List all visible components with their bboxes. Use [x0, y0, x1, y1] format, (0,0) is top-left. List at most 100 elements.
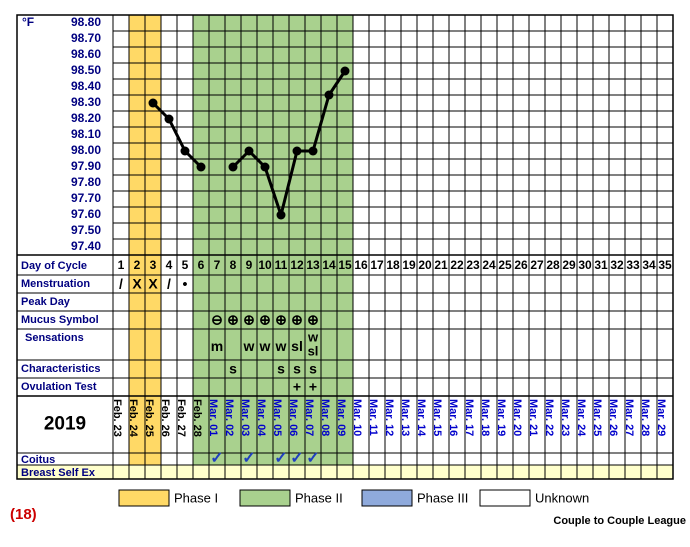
legend-label: Phase III: [417, 490, 468, 505]
day-number: 25: [498, 258, 512, 272]
day-number: 29: [562, 258, 576, 272]
date: Mar. 23: [559, 399, 571, 436]
date: Feb. 27: [175, 399, 187, 437]
day-number: 11: [275, 258, 288, 272]
date: Mar. 14: [415, 399, 427, 437]
day-number: 24: [482, 258, 496, 272]
y-tick-label: 98.00: [71, 143, 101, 157]
temperature-point: [324, 90, 334, 100]
y-tick-label: 98.30: [71, 95, 101, 109]
row-label: Mucus Symbol: [21, 314, 99, 326]
y-tick-label: 98.60: [71, 47, 101, 61]
chart-number: (18): [10, 506, 37, 523]
date: Mar. 19: [495, 399, 507, 436]
cell-text: +: [293, 379, 301, 395]
day-number: 10: [258, 258, 272, 272]
y-tick-label: 98.10: [71, 127, 101, 141]
date: Mar. 17: [463, 399, 475, 436]
row-label: Day of Cycle: [21, 260, 87, 272]
check-mark: ✓: [210, 450, 223, 467]
check-mark: ✓: [242, 450, 255, 467]
row-label: Breast Self Ex: [21, 467, 96, 479]
row-label: Peak Day: [21, 296, 71, 308]
legend-swatch: [239, 489, 291, 507]
day-number: 5: [182, 258, 189, 272]
date: Mar. 25: [591, 399, 603, 436]
date: Mar. 04: [255, 399, 267, 437]
cell-text: sl: [308, 343, 319, 358]
date: Mar. 29: [655, 399, 667, 436]
cell-text: m: [211, 338, 223, 354]
legend-label: Unknown: [535, 490, 589, 505]
date: Mar. 21: [527, 399, 539, 436]
legend-label: Phase I: [174, 490, 218, 505]
day-number: 34: [642, 258, 656, 272]
cell-text: ⊕: [259, 312, 271, 328]
day-number: 31: [594, 258, 608, 272]
temperature-point: [340, 66, 350, 76]
temperature-point: [148, 98, 158, 108]
day-number: 12: [290, 258, 304, 272]
y-tick-label: 98.40: [71, 79, 101, 93]
date: Feb. 25: [143, 399, 155, 437]
check-mark: ✓: [290, 450, 303, 467]
legend-swatch: [479, 489, 531, 507]
date: Mar. 27: [623, 399, 635, 436]
day-number: 15: [338, 258, 352, 272]
cell-text: s: [309, 361, 317, 377]
date: Feb. 23: [111, 399, 123, 437]
date: Mar. 10: [351, 399, 363, 436]
date: Mar. 07: [303, 399, 315, 436]
row-label: Ovulation Test: [21, 381, 97, 393]
y-tick-label: 97.60: [71, 207, 101, 221]
cell-text: ⊕: [243, 312, 255, 328]
cell-text: w: [307, 329, 319, 344]
row-label: Menstruation: [21, 278, 90, 290]
year: 2019: [44, 414, 86, 435]
footer: Couple to Couple League: [553, 515, 686, 527]
date: Mar. 26: [607, 399, 619, 436]
temperature-point: [276, 210, 286, 220]
date: Mar. 15: [431, 399, 443, 436]
temperature-point: [196, 162, 206, 172]
cell-text: s: [293, 361, 301, 377]
day-number: 21: [434, 258, 448, 272]
table-border: [16, 14, 674, 480]
temperature-point: [260, 162, 270, 172]
day-number: 23: [466, 258, 480, 272]
day-number: 33: [626, 258, 640, 272]
y-axis-label: °F: [22, 15, 34, 29]
cell-text: X: [132, 276, 142, 292]
y-tick-label: 98.50: [71, 63, 101, 77]
date: Mar. 13: [399, 399, 411, 436]
day-number: 1: [118, 258, 125, 272]
day-number: 20: [418, 258, 432, 272]
date: Mar. 16: [447, 399, 459, 436]
day-number: 28: [546, 258, 560, 272]
cell-text: ⊕: [275, 312, 287, 328]
day-number: 19: [402, 258, 416, 272]
day-number: 22: [450, 258, 464, 272]
y-tick-label: 98.70: [71, 31, 101, 45]
day-number: 17: [370, 258, 384, 272]
date: Mar. 18: [479, 399, 491, 436]
legend-swatch: [361, 489, 413, 507]
row-fill: [17, 465, 673, 479]
cell-text: ⊕: [307, 312, 319, 328]
cell-text: s: [229, 361, 237, 377]
day-number: 4: [166, 258, 173, 272]
date: Mar. 20: [511, 399, 523, 436]
cell-text: ⊕: [227, 312, 239, 328]
date: Mar. 08: [319, 399, 331, 436]
y-tick-label: 98.80: [71, 15, 101, 29]
legend-label: Phase II: [295, 490, 343, 505]
day-number: 13: [306, 258, 320, 272]
day-number: 6: [198, 258, 205, 272]
date: Mar. 22: [543, 399, 555, 436]
date: Mar. 12: [383, 399, 395, 436]
date: Mar. 09: [335, 399, 347, 436]
day-number: 2: [134, 258, 141, 272]
y-tick-label: 97.70: [71, 191, 101, 205]
